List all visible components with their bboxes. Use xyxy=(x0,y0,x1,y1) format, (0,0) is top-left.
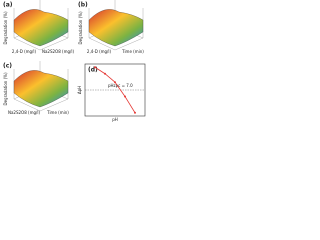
y-axis-label: ΔpH xyxy=(77,86,82,94)
annotation: pHzpc = 7.0 xyxy=(108,83,133,88)
z-axis-label: Degradation (%) xyxy=(3,11,8,44)
x-axis-label: 2,4-D (mg/l) xyxy=(87,49,112,54)
chart-title: (d) xyxy=(88,67,98,74)
surface xyxy=(13,9,69,47)
z-axis-label: Degradation (%) xyxy=(78,11,83,44)
y-axis-label: Na2S2O8 (mg/l) xyxy=(42,49,74,54)
surface xyxy=(13,70,69,108)
point xyxy=(94,66,96,69)
figure: (a) Degradation (%) 2,4-D (mg/l) Na2S2O8 (m… xyxy=(3,0,146,122)
z-axis-label: Degradation (%) xyxy=(3,72,8,105)
y-axis-label: Time (min) xyxy=(121,49,144,54)
point xyxy=(104,72,106,75)
surface-panel: (a) Degradation (%) 2,4-D (mg/l) Na2S2O8 (m… xyxy=(3,0,74,54)
point xyxy=(134,111,136,114)
surface-panel: (b) Degradation (%) 2,4-D (mg/l) Time (min) xyxy=(78,0,144,54)
surface-panel: (c) Degradation (%)Na2S2O8 (mg/l) Time (mi… xyxy=(3,61,69,115)
panel-label: (b) xyxy=(78,2,88,9)
x-axis-label: 2,4-D (mg/l) xyxy=(12,49,37,54)
surface xyxy=(88,9,144,47)
panel-label: (c) xyxy=(3,63,12,70)
x-axis-label: pH xyxy=(112,117,118,122)
y-axis-label: Time (min) xyxy=(46,110,69,115)
x-axis-label: Na2S2O8 (mg/l) xyxy=(8,110,40,115)
panel-label: (a) xyxy=(3,2,13,9)
point xyxy=(124,95,126,98)
point xyxy=(114,81,116,84)
